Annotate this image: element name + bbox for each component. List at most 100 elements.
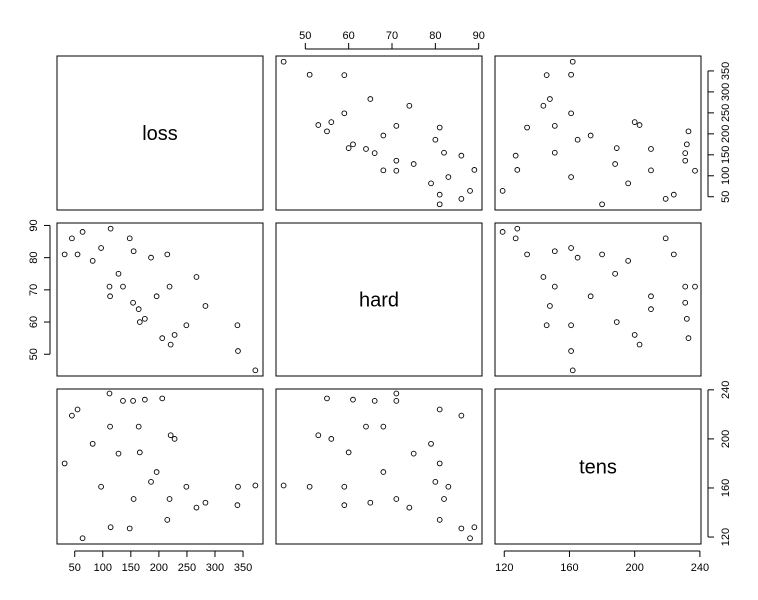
point-hard-vs-loss bbox=[69, 235, 75, 242]
point-hard-vs-loss bbox=[167, 341, 174, 348]
point-tens-vs-hard bbox=[467, 535, 473, 542]
point-loss-vs-hard bbox=[306, 71, 313, 78]
point-hard-vs-loss bbox=[126, 235, 133, 242]
x-tick-label-tens: 200 bbox=[626, 562, 644, 574]
y-tick-label-loss: 200 bbox=[720, 125, 732, 143]
point-tens-vs-loss bbox=[234, 502, 241, 508]
point-loss-vs-tens bbox=[547, 96, 553, 102]
point-loss-vs-tens bbox=[512, 152, 519, 159]
x-tick-label-hard: 60 bbox=[343, 30, 355, 42]
point-tens-vs-hard bbox=[441, 496, 447, 502]
point-hard-vs-tens bbox=[569, 367, 576, 374]
point-hard-vs-loss bbox=[107, 293, 113, 300]
point-tens-vs-loss bbox=[164, 517, 171, 523]
point-loss-vs-tens bbox=[540, 102, 547, 109]
point-tens-vs-loss bbox=[252, 482, 259, 489]
point-tens-vs-loss bbox=[159, 395, 166, 402]
point-tens-vs-hard bbox=[458, 525, 465, 532]
y-tick-label-loss: 350 bbox=[720, 62, 732, 80]
point-tens-vs-hard bbox=[428, 440, 434, 447]
point-hard-vs-tens bbox=[692, 283, 698, 290]
point-tens-vs-hard bbox=[345, 449, 352, 456]
point-hard-vs-loss bbox=[166, 283, 173, 290]
point-loss-vs-tens bbox=[499, 188, 506, 194]
point-loss-vs-hard bbox=[367, 96, 374, 102]
point-hard-vs-loss bbox=[234, 322, 241, 329]
point-hard-vs-tens bbox=[682, 299, 689, 306]
point-tens-vs-hard bbox=[445, 483, 452, 490]
point-loss-vs-hard bbox=[458, 195, 465, 202]
point-loss-vs-tens bbox=[682, 157, 689, 164]
point-tens-vs-loss bbox=[89, 440, 96, 447]
point-loss-vs-tens bbox=[551, 123, 558, 129]
point-hard-vs-loss bbox=[61, 251, 68, 258]
point-loss-vs-tens bbox=[568, 71, 574, 78]
x-tick-label-tens: 160 bbox=[560, 562, 578, 574]
point-tens-vs-loss bbox=[235, 483, 241, 490]
point-loss-vs-tens bbox=[682, 150, 689, 156]
point-tens-vs-loss bbox=[202, 499, 209, 506]
x-tick-label-hard: 70 bbox=[386, 30, 398, 42]
y-tick-label-loss: 100 bbox=[720, 167, 732, 185]
variable-label-hard: hard bbox=[359, 290, 399, 312]
y-tick-label-hard: 70 bbox=[28, 284, 40, 296]
point-tens-vs-hard bbox=[380, 423, 387, 430]
point-hard-vs-tens bbox=[514, 225, 521, 232]
point-loss-vs-tens bbox=[524, 124, 530, 131]
panel-tens-hard bbox=[275, 388, 483, 545]
y-tick-label-loss: 250 bbox=[720, 104, 732, 122]
point-hard-vs-tens bbox=[587, 293, 594, 300]
point-hard-vs-tens bbox=[524, 251, 530, 258]
point-hard-vs-loss bbox=[89, 258, 96, 264]
point-loss-vs-hard bbox=[436, 124, 443, 131]
x-tick-label-loss: 300 bbox=[206, 562, 224, 574]
point-loss-vs-tens bbox=[648, 167, 654, 174]
point-hard-vs-tens bbox=[512, 235, 519, 242]
point-hard-vs-tens bbox=[540, 274, 547, 280]
point-tens-vs-hard bbox=[367, 499, 374, 506]
point-loss-vs-hard bbox=[406, 102, 413, 109]
point-hard-vs-tens bbox=[574, 254, 581, 261]
point-tens-vs-hard bbox=[280, 482, 287, 489]
point-loss-vs-hard bbox=[315, 122, 322, 128]
panel-hard-hard bbox=[275, 222, 483, 377]
point-loss-vs-hard bbox=[341, 110, 348, 117]
point-tens-vs-hard bbox=[393, 390, 400, 397]
point-tens-vs-loss bbox=[120, 398, 126, 404]
point-hard-vs-loss bbox=[252, 367, 259, 374]
point-loss-vs-tens bbox=[662, 195, 669, 202]
point-hard-vs-tens bbox=[612, 270, 618, 277]
point-loss-vs-tens bbox=[551, 149, 558, 156]
point-loss-vs-hard bbox=[441, 149, 447, 156]
point-hard-vs-tens bbox=[547, 303, 553, 309]
x-tick-label-tens: 240 bbox=[691, 562, 709, 574]
point-hard-vs-tens bbox=[685, 335, 692, 341]
point-loss-vs-tens bbox=[568, 110, 574, 117]
point-hard-vs-tens bbox=[636, 341, 643, 348]
point-tens-vs-loss bbox=[130, 398, 136, 404]
point-hard-vs-tens bbox=[682, 283, 689, 290]
point-tens-vs-hard bbox=[306, 483, 313, 490]
point-hard-vs-loss bbox=[142, 315, 148, 322]
point-tens-vs-loss bbox=[167, 432, 174, 439]
point-tens-vs-loss bbox=[106, 390, 113, 397]
x-tick-label-loss: 200 bbox=[150, 562, 168, 574]
point-loss-vs-tens bbox=[543, 72, 550, 78]
point-hard-vs-tens bbox=[648, 293, 654, 300]
point-hard-vs-tens bbox=[599, 251, 605, 258]
point-hard-vs-tens bbox=[499, 229, 506, 235]
point-hard-vs-loss bbox=[153, 293, 160, 300]
point-hard-vs-loss bbox=[79, 229, 86, 235]
point-hard-vs-loss bbox=[106, 283, 113, 290]
y-tick-label-tens: 240 bbox=[720, 381, 732, 399]
point-tens-vs-loss bbox=[69, 412, 75, 419]
point-tens-vs-hard bbox=[436, 406, 443, 413]
point-loss-vs-tens bbox=[631, 119, 638, 125]
point-tens-vs-hard bbox=[393, 496, 400, 502]
panel-loss-hard bbox=[275, 55, 483, 211]
point-hard-vs-loss bbox=[193, 274, 200, 280]
y-tick-label-hard: 60 bbox=[28, 316, 40, 328]
point-tens-vs-loss bbox=[79, 535, 86, 542]
point-tens-vs-loss bbox=[61, 460, 68, 467]
point-tens-vs-hard bbox=[363, 423, 369, 430]
